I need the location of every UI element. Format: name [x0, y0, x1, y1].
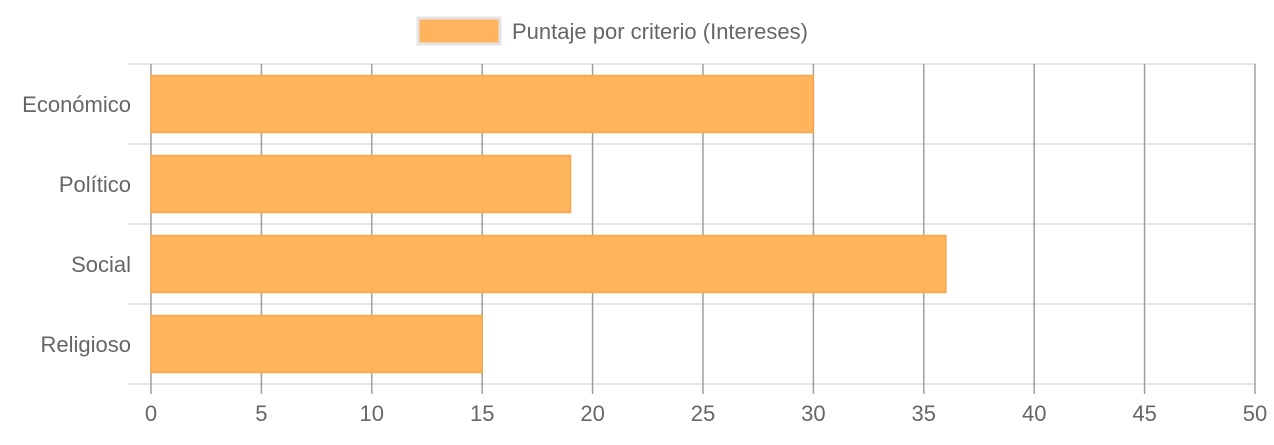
y-axis-labels: Económico Político Social Religioso — [22, 92, 131, 357]
x-tick-label: 25 — [691, 401, 715, 426]
x-tick-label: 20 — [580, 401, 604, 426]
x-tick-label: 5 — [255, 401, 267, 426]
x-tick-label: 35 — [912, 401, 936, 426]
x-tick-label: 40 — [1022, 401, 1046, 426]
bars-layer — [150, 74, 947, 374]
bar-religioso — [150, 314, 483, 374]
bar-político — [150, 154, 572, 214]
x-axis-labels: 0 5 10 15 20 25 30 35 40 45 50 — [145, 401, 1267, 426]
bar-económico — [150, 74, 815, 134]
x-tick-label: 15 — [470, 401, 494, 426]
x-tick-label: 10 — [360, 401, 384, 426]
legend-label[interactable]: Puntaje por criterio (Intereses) — [512, 19, 808, 44]
x-tick-label: 0 — [145, 401, 157, 426]
x-tick-label: 45 — [1132, 401, 1156, 426]
x-tick-label: 50 — [1243, 401, 1267, 426]
y-tick-label: Económico — [22, 92, 131, 117]
x-tick-label: 30 — [801, 401, 825, 426]
y-tick-label: Social — [71, 252, 131, 277]
y-tick-label: Político — [59, 172, 131, 197]
bar-social — [150, 234, 947, 294]
y-tick-label: Religioso — [41, 332, 132, 357]
legend[interactable]: Puntaje por criterio (Intereses) — [416, 16, 808, 46]
legend-swatch[interactable] — [416, 16, 502, 46]
